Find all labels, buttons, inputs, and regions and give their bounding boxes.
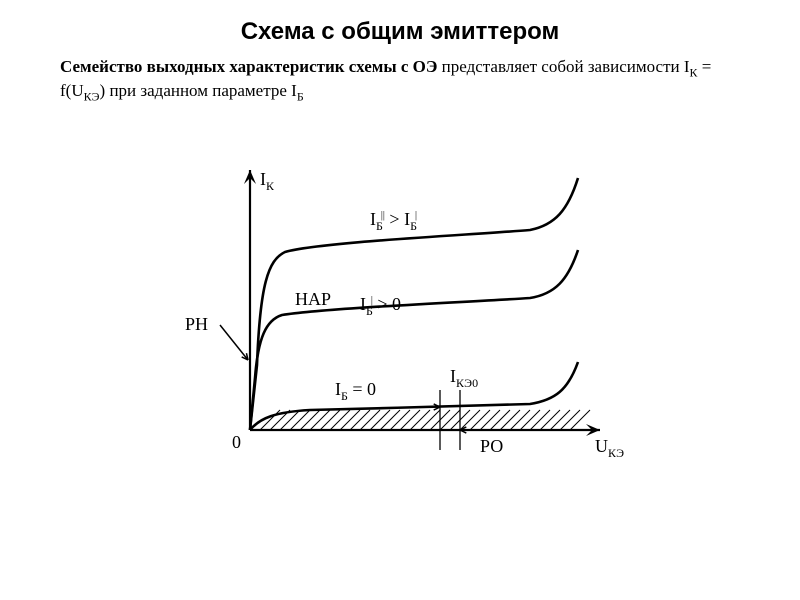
- svg-text:IКЭ0: IКЭ0: [450, 366, 478, 390]
- output-characteristics-chart: IК UКЭ 0 РН НАР IБ|| > IБ| IБ| > 0 IБ = 0 IКЭ0 РО: [160, 150, 640, 470]
- page-title: Схема с общим эмиттером: [0, 0, 800, 56]
- svg-text:UКЭ: UКЭ: [595, 436, 624, 460]
- svg-text:IК: IК: [260, 169, 275, 193]
- svg-text:IБ|| > IБ|: IБ|| > IБ|: [370, 209, 417, 233]
- desc-sub-3: Б: [297, 90, 304, 104]
- desc-bold: Семейство выходных характеристик схемы с…: [60, 57, 437, 76]
- svg-text:IБ = 0: IБ = 0: [335, 379, 376, 403]
- svg-text:IБ| > 0: IБ| > 0: [360, 294, 401, 318]
- svg-text:РН: РН: [185, 314, 208, 334]
- desc-text-1: представляет собой зависимости I: [437, 57, 689, 76]
- desc-sub-2: КЭ: [84, 90, 100, 104]
- svg-text:0: 0: [232, 432, 241, 452]
- desc-text-3: ) при заданном параметре I: [100, 81, 297, 100]
- chart-container: IК UКЭ 0 РН НАР IБ|| > IБ| IБ| > 0 IБ = 0 IКЭ0 РО: [0, 150, 800, 475]
- svg-text:НАР: НАР: [295, 289, 331, 309]
- description: Семейство выходных характеристик схемы с…: [0, 56, 800, 105]
- svg-text:РО: РО: [480, 436, 503, 456]
